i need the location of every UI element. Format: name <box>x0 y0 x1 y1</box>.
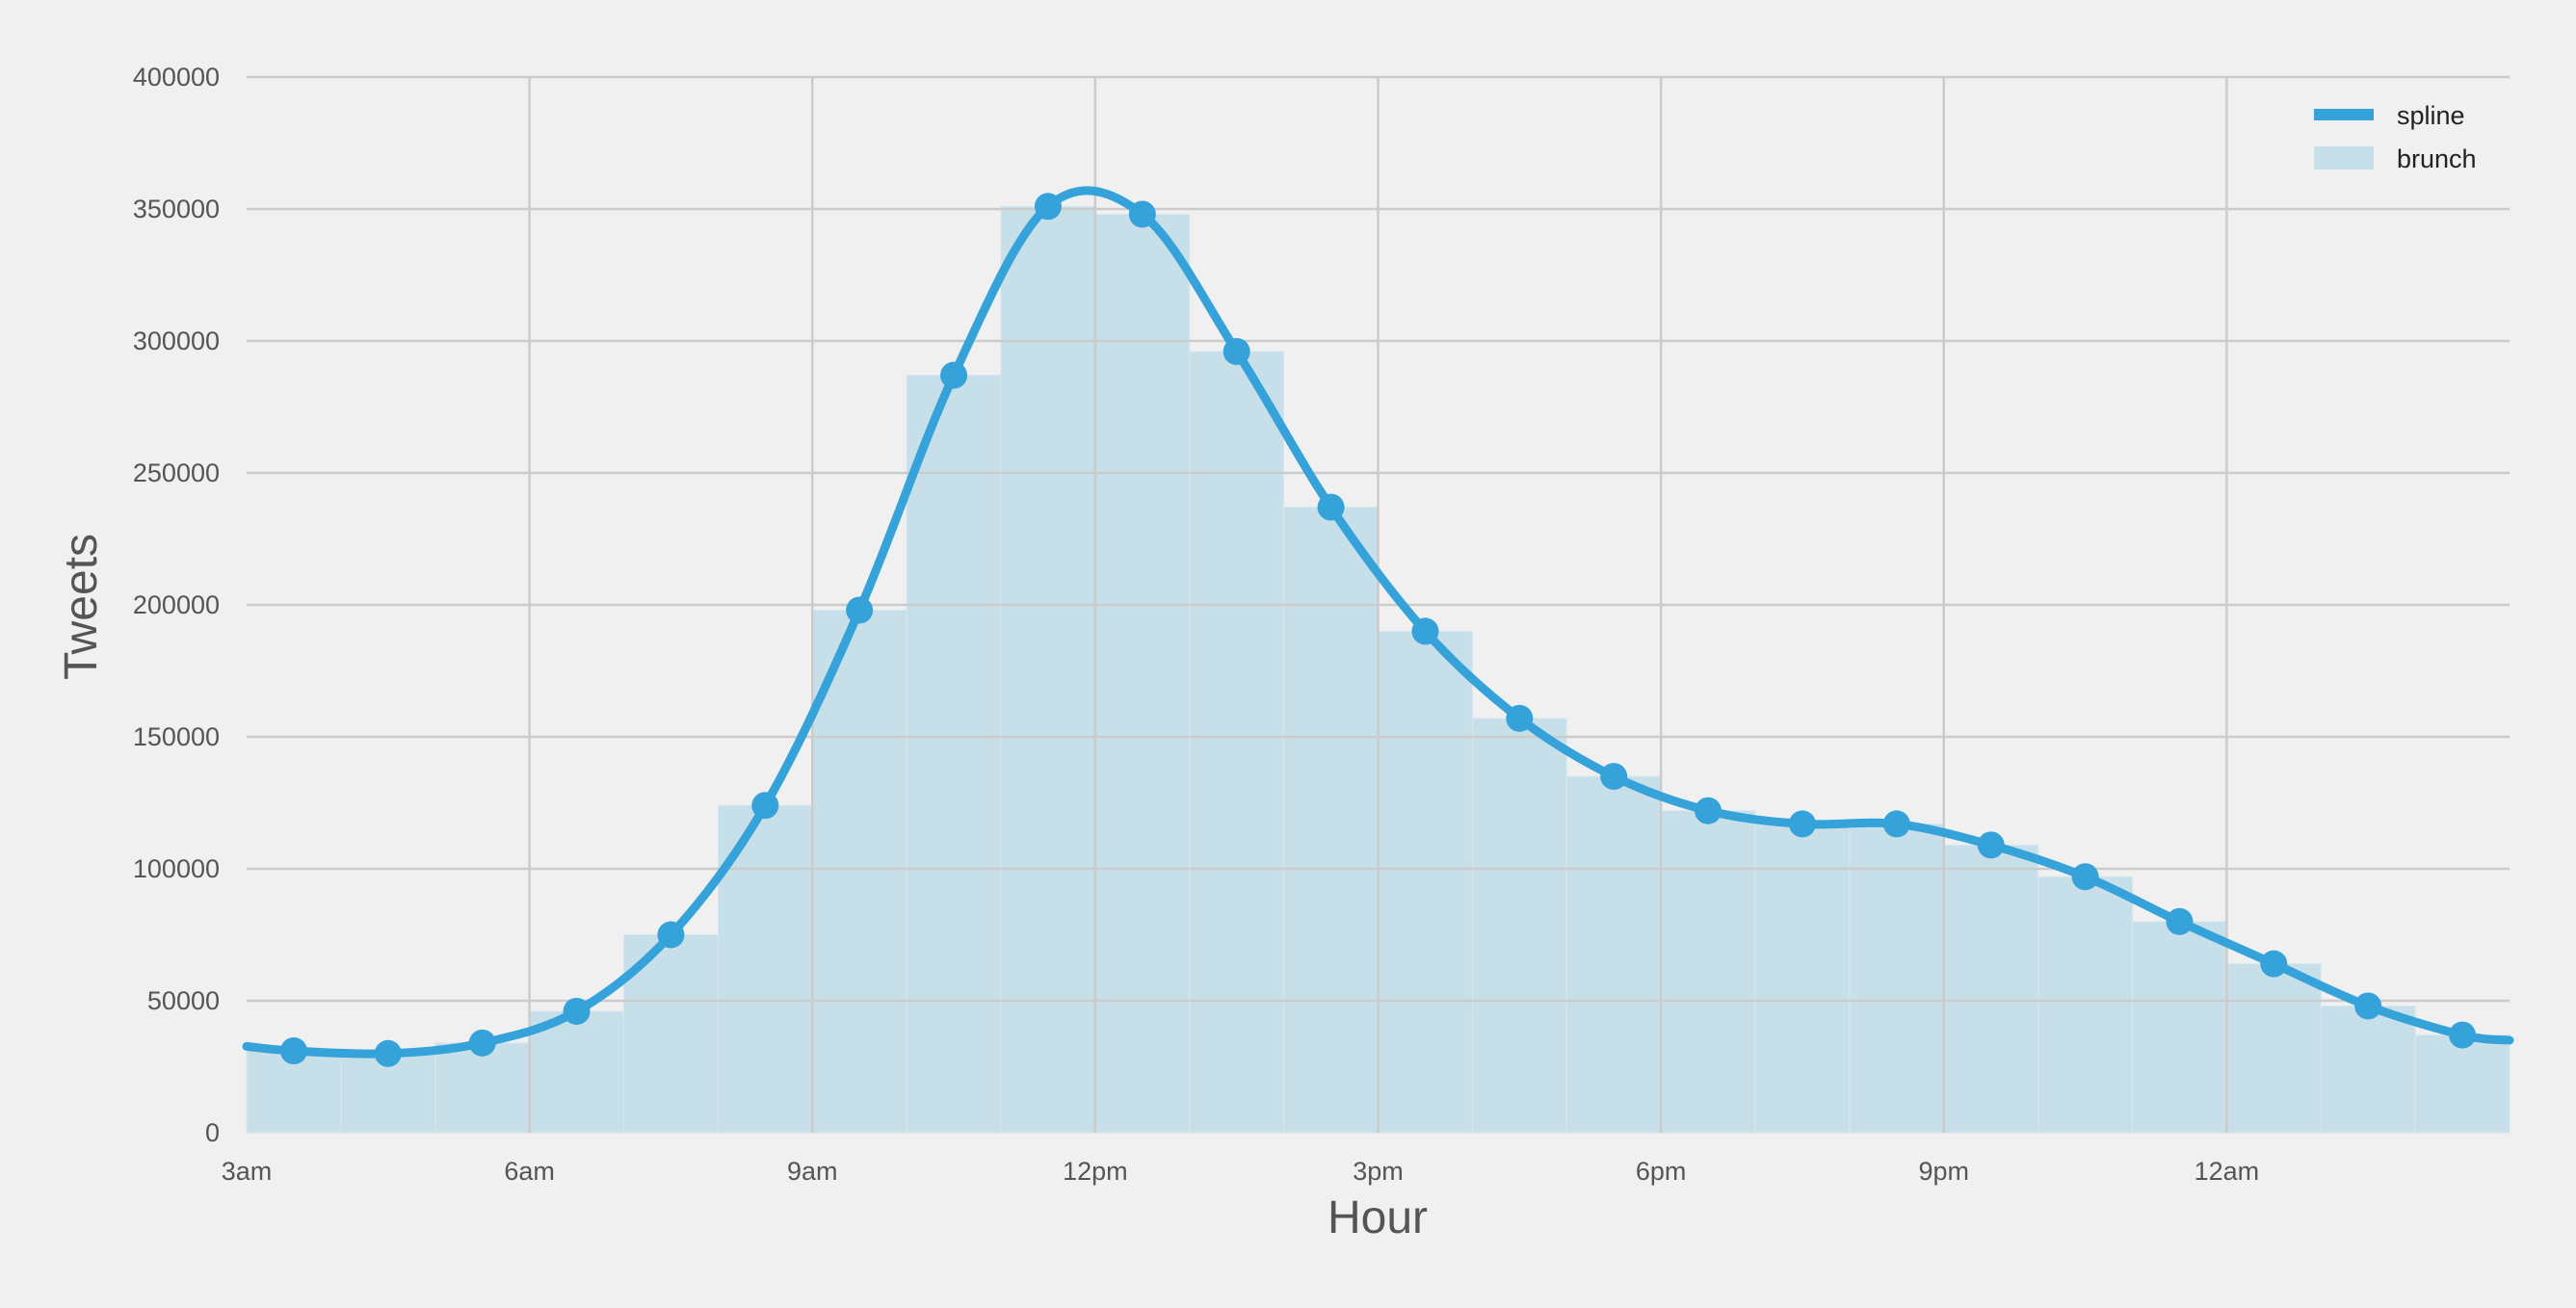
x-tick-label-9am: 9am <box>787 1157 838 1186</box>
bar-25 <box>2320 1005 2416 1134</box>
spline-point-17.5 <box>1600 763 1628 791</box>
spline-point-13.5 <box>1222 337 1250 365</box>
bar-15 <box>1378 630 1473 1134</box>
bar-10 <box>906 375 1002 1134</box>
spline-point-22.5 <box>2071 863 2099 891</box>
spline-point-16.5 <box>1506 704 1534 732</box>
y-axis-title: Tweets <box>56 534 107 680</box>
x-tick-label-3am: 3am <box>222 1157 273 1186</box>
x-tick-label-3pm: 3pm <box>1353 1157 1404 1186</box>
bar-20 <box>1849 823 1945 1134</box>
bar-23 <box>2132 921 2227 1134</box>
x-tick-label-9pm: 9pm <box>1918 1157 1969 1186</box>
bar-3 <box>246 1050 342 1134</box>
spline-point-25.5 <box>2354 992 2382 1020</box>
bar-19 <box>1754 823 1851 1134</box>
spline-point-12.5 <box>1128 200 1156 228</box>
y-tick-labels: 0 50000 100000 150000 200000 250000 300000 3500… <box>133 63 220 1147</box>
bar-16 <box>1471 718 1567 1134</box>
spline-point-9.5 <box>846 596 874 624</box>
bar-14 <box>1283 507 1379 1134</box>
spline-series <box>242 186 2514 1067</box>
bar-26 <box>2414 1034 2510 1134</box>
spline-point-19.5 <box>1788 810 1816 838</box>
spline-point-15.5 <box>1411 617 1439 645</box>
x-tick-label-6pm: 6pm <box>1636 1157 1687 1186</box>
x-tick-label-12am: 12am <box>2195 1157 2260 1186</box>
y-tick-label-50000: 50000 <box>147 986 220 1015</box>
y-tick-label-0: 0 <box>205 1118 220 1147</box>
histogram-bars <box>246 205 2510 1134</box>
spline-point-5.5 <box>468 1029 496 1057</box>
bar-18 <box>1660 810 1756 1134</box>
y-tick-label-250000: 250000 <box>133 458 220 487</box>
spline-point-21.5 <box>1977 831 2005 859</box>
spline-point-23.5 <box>2166 907 2194 935</box>
x-tick-label-6am: 6am <box>504 1157 555 1186</box>
spline-point-4.5 <box>374 1039 402 1067</box>
y-tick-label-150000: 150000 <box>133 722 220 751</box>
bar-12 <box>1094 213 1191 1134</box>
spline-point-18.5 <box>1695 797 1722 824</box>
legend: spline brunch <box>2314 101 2477 173</box>
grid-lines <box>247 75 2510 1133</box>
bar-5 <box>434 1042 531 1134</box>
spline-point-8.5 <box>751 792 779 820</box>
legend-spline-label: spline <box>2397 101 2465 130</box>
bar-24 <box>2225 963 2322 1134</box>
bar-13 <box>1189 351 1285 1134</box>
x-axis-title: Hour <box>1327 1192 1428 1243</box>
y-tick-label-100000: 100000 <box>133 854 220 883</box>
legend-brunch-label: brunch <box>2397 144 2477 173</box>
legend-brunch-swatch <box>2314 146 2374 170</box>
spline-point-24.5 <box>2260 950 2288 978</box>
bar-6 <box>529 1010 624 1134</box>
x-tick-labels: 3am 6am 9am 12pm 3pm 6pm 9pm 12am <box>222 1157 2259 1186</box>
bar-9 <box>811 609 907 1134</box>
spline-point-7.5 <box>657 921 685 949</box>
y-tick-label-400000: 400000 <box>133 63 220 92</box>
spline-point-10.5 <box>940 361 968 389</box>
x-tick-label-12pm: 12pm <box>1063 1157 1128 1186</box>
spline-point-26.5 <box>2449 1021 2477 1049</box>
spline-point-3.5 <box>279 1037 307 1065</box>
spline-point-6.5 <box>563 997 591 1025</box>
y-tick-label-300000: 300000 <box>133 327 220 355</box>
spline-line <box>242 186 2514 1059</box>
legend-spline-swatch <box>2314 109 2374 120</box>
y-tick-label-200000: 200000 <box>133 590 220 619</box>
spline-point-14.5 <box>1317 493 1345 521</box>
bar-11 <box>1000 205 1096 1134</box>
bar-22 <box>2037 876 2133 1134</box>
bar-21 <box>1943 844 2039 1134</box>
bar-17 <box>1565 775 1662 1134</box>
y-tick-label-350000: 350000 <box>133 195 220 223</box>
spline-point-11.5 <box>1034 193 1062 221</box>
spline-point-20.5 <box>1882 810 1910 838</box>
